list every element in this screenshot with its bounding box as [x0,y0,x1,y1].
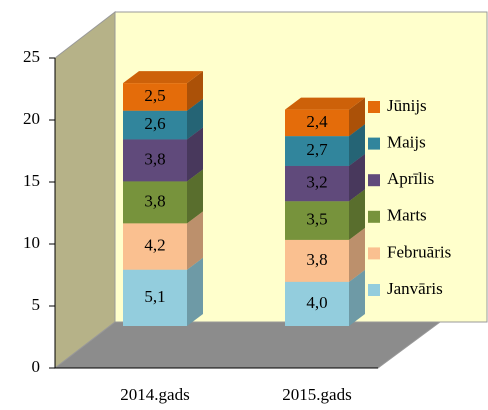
x-tick-label: 2014.gads [120,385,189,404]
bar [285,239,349,282]
value-label: 5,1 [144,287,165,306]
x-tick-label: 2015.gads [282,385,351,404]
bar-side [187,169,203,224]
legend-swatch [368,210,380,223]
legend-swatch [368,174,380,187]
bar-side [187,257,203,326]
value-label: 4,0 [306,293,327,312]
legend-label: Jūnijs [387,96,427,115]
legend-label: Janvāris [387,279,443,298]
bar [123,269,187,326]
y-tick-label: 10 [23,233,40,252]
value-label: 2,4 [306,112,328,131]
bar [285,136,349,166]
bar [123,83,187,111]
legend-label: Maijs [387,133,426,152]
legend-swatch [368,284,380,296]
value-label: 3,8 [144,191,165,210]
value-label: 3,8 [144,149,165,168]
bar-side [187,71,203,111]
value-label: 2,7 [306,140,328,159]
value-label: 2,6 [144,114,165,133]
bar-top [123,71,203,84]
value-label: 2,5 [144,86,165,105]
bar-side [349,189,365,240]
legend-swatch [368,247,380,260]
y-tick-label: 20 [23,109,40,128]
bar-side [187,98,203,140]
bar [123,223,187,270]
bar-side [349,153,365,202]
legend-swatch [368,137,380,150]
floor [53,321,442,369]
y-tick-label: 5 [32,295,41,314]
legend-label: Februāris [387,242,451,261]
bar [285,109,349,137]
legend-label: Aprīlis [387,169,434,188]
bar [285,201,349,240]
legend-label: Marts [387,206,427,225]
bar-side [187,211,203,270]
bar [285,165,349,202]
value-label: 3,5 [306,209,327,228]
bar-side [349,97,365,137]
bar-side [349,269,365,326]
bar-side [187,127,203,182]
value-label: 3,2 [306,172,327,191]
y-tick-label: 15 [23,171,40,190]
bar [123,139,187,182]
bar-side [349,227,365,282]
y-tick-label: 0 [32,357,41,376]
bar [123,181,187,224]
bar [285,281,349,326]
bar-side [349,124,365,166]
bar [123,110,187,140]
legend-swatch [368,101,380,113]
bar-top [285,97,365,110]
value-label: 4,2 [144,235,165,254]
side-wall [54,10,116,370]
value-label: 3,8 [306,250,327,269]
y-tick-label: 25 [23,47,40,66]
